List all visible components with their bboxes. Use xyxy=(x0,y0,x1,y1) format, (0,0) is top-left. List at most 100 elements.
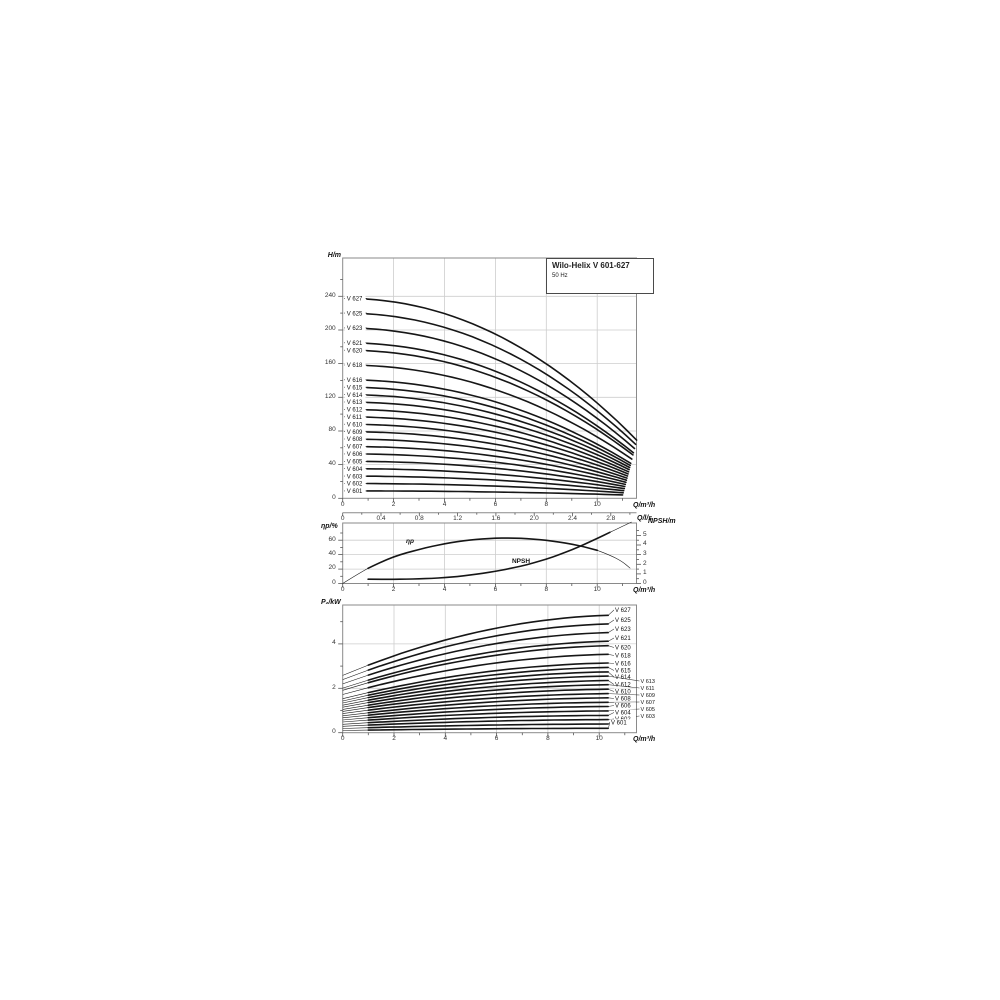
chart-frequency: 50 Hz xyxy=(552,272,568,279)
head-curve xyxy=(366,482,624,494)
label-mask xyxy=(614,681,636,688)
power-x-axis-label: Q/m³/h xyxy=(633,736,656,743)
head-curve xyxy=(366,468,626,490)
tick-label: 0 xyxy=(340,514,345,522)
tick-label: 2 xyxy=(332,683,336,691)
power-curve xyxy=(367,723,609,729)
tick-label: 1 xyxy=(643,569,647,577)
head-series-label: V 627 xyxy=(347,297,363,303)
head-series-label: V 606 xyxy=(347,452,363,458)
power-curve-min-flow xyxy=(342,699,369,706)
label-mask xyxy=(345,435,366,443)
label-mask xyxy=(345,405,366,413)
tick-label: 2.4 xyxy=(567,514,578,522)
power-curve xyxy=(367,679,609,704)
tick-label: 8 xyxy=(544,500,549,508)
label-mask xyxy=(345,450,366,458)
power-curve-min-flow xyxy=(342,727,369,729)
label-mask xyxy=(614,644,636,651)
efficiency-plot-frame xyxy=(342,522,637,584)
tick-label: 1.6 xyxy=(491,514,501,522)
power-series-label: V 610 xyxy=(615,690,631,696)
power-label-leader xyxy=(608,688,615,692)
head-curve xyxy=(366,394,631,469)
tick-label: 40 xyxy=(328,550,336,558)
power-series-label: V 616 xyxy=(615,662,631,668)
power-label-leader xyxy=(608,684,640,689)
efficiency-curve xyxy=(367,537,598,570)
power-curve xyxy=(367,692,609,711)
label-mask xyxy=(345,391,366,399)
label-mask xyxy=(345,324,366,332)
power-series-label: V 601 xyxy=(611,721,627,727)
power-series-label: V 605 xyxy=(641,707,655,713)
label-mask xyxy=(639,712,660,720)
head-curve xyxy=(366,438,628,481)
tick-label: 0 xyxy=(340,500,345,508)
tick-label: 4 xyxy=(443,734,448,742)
head-curve xyxy=(366,423,629,477)
tick-label: 8 xyxy=(544,585,549,593)
head-series-label: V 614 xyxy=(347,393,363,399)
head-curve xyxy=(366,349,634,456)
tick-label: 2.0 xyxy=(529,514,539,522)
head-curve xyxy=(366,445,627,484)
head-curve xyxy=(366,460,626,488)
power-curve xyxy=(367,666,609,696)
head-curve xyxy=(366,364,633,460)
head-series-label: V 603 xyxy=(347,474,363,480)
tick-label: 160 xyxy=(324,359,336,367)
power-series-label: V 609 xyxy=(641,693,655,699)
head-curve xyxy=(366,416,629,475)
power-series-label: V 603 xyxy=(641,714,655,720)
power-label-leader xyxy=(608,609,615,616)
head-plot-frame xyxy=(342,257,637,499)
power-curve xyxy=(367,623,609,671)
power-series-label: V 620 xyxy=(615,646,631,652)
label-mask xyxy=(345,376,366,384)
head-series-label: V 601 xyxy=(347,489,363,495)
tick-label: 0 xyxy=(332,728,336,736)
power-label-leader xyxy=(608,697,615,699)
power-label-leader xyxy=(608,637,615,642)
power-curve-min-flow xyxy=(342,679,369,689)
power-curve xyxy=(367,662,609,694)
efficiency-curve-tail xyxy=(597,550,631,569)
power-series-label: V 623 xyxy=(615,627,631,633)
head-curve xyxy=(366,409,630,473)
label-mask xyxy=(614,616,636,624)
power-curve-min-flow xyxy=(342,717,369,721)
power-curve xyxy=(367,644,609,684)
label-mask xyxy=(614,688,636,695)
label-mask xyxy=(639,677,660,685)
tick-label: 20 xyxy=(328,564,336,572)
power-curve xyxy=(367,714,609,724)
head-series-label: V 618 xyxy=(347,363,363,369)
npsh-curve-label: NPSH xyxy=(511,558,531,565)
tick-label: 0 xyxy=(643,578,647,586)
label-mask xyxy=(614,695,636,702)
label-mask xyxy=(345,383,366,391)
head-x-axis-label: Q/m³/h xyxy=(633,501,656,509)
head-curve xyxy=(366,431,628,479)
tick-label: 4 xyxy=(442,585,447,593)
power-series-label: V 611 xyxy=(641,686,655,692)
power-curve xyxy=(367,705,609,719)
head-curve xyxy=(366,342,635,454)
tick-label: 10 xyxy=(595,734,603,742)
tick-label: 6 xyxy=(493,500,498,508)
label-mask xyxy=(345,361,366,369)
power-label-leader xyxy=(608,619,615,625)
head-series-label: V 612 xyxy=(347,408,363,414)
label-mask xyxy=(345,420,366,428)
tick-label: 8 xyxy=(546,734,550,742)
head-y-axis-label: H/m xyxy=(327,252,341,259)
tick-label: 240 xyxy=(324,291,336,299)
head-series-label: V 608 xyxy=(347,437,363,443)
label-mask xyxy=(614,702,636,709)
label-mask xyxy=(614,606,636,614)
label-mask xyxy=(614,634,636,642)
